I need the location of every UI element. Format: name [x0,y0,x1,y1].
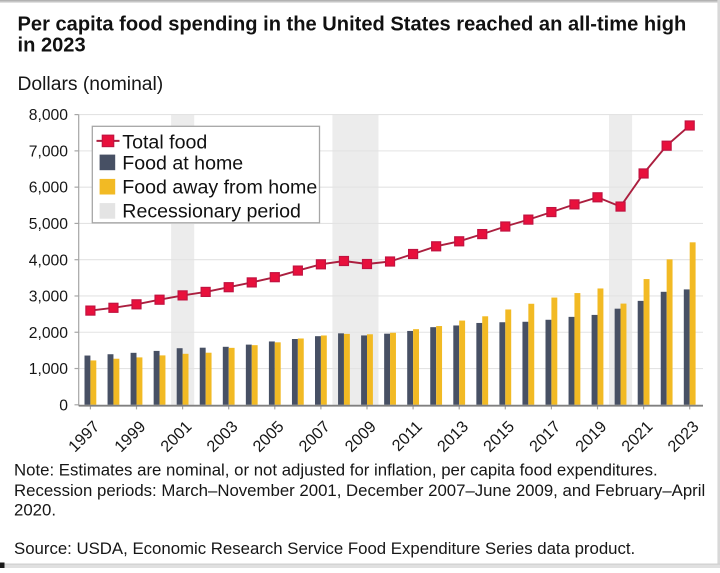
svg-text:Note: Estimates are nominal, o: Note: Estimates are nominal, or not adju… [14,461,658,480]
svg-text:5,000: 5,000 [29,216,69,233]
svg-text:7,000: 7,000 [29,144,69,161]
svg-text:2,000: 2,000 [29,325,69,342]
svg-text:4,000: 4,000 [29,252,69,269]
svg-text:0: 0 [59,397,68,414]
svg-text:Recession periods: March–Novem: Recession periods: March–November 2001, … [14,481,705,500]
svg-text:3,000: 3,000 [29,289,69,306]
svg-text:6,000: 6,000 [29,180,69,197]
svg-text:2020.: 2020. [14,501,56,520]
svg-text:Total food: Total food [122,132,207,154]
svg-text:Recessionary period: Recessionary period [122,200,301,222]
svg-text:1,000: 1,000 [29,361,69,378]
svg-text:Food at home: Food at home [122,152,243,174]
svg-text:Per capita food spending in th: Per capita food spending in the United S… [18,14,687,36]
svg-text:in 2023: in 2023 [18,34,86,56]
svg-text:Source: USDA, Economic Researc: Source: USDA, Economic Research Service … [14,539,635,558]
svg-text:8,000: 8,000 [29,107,69,124]
svg-text:Food away from home: Food away from home [122,177,317,199]
svg-text:Dollars (nominal): Dollars (nominal) [18,74,164,95]
